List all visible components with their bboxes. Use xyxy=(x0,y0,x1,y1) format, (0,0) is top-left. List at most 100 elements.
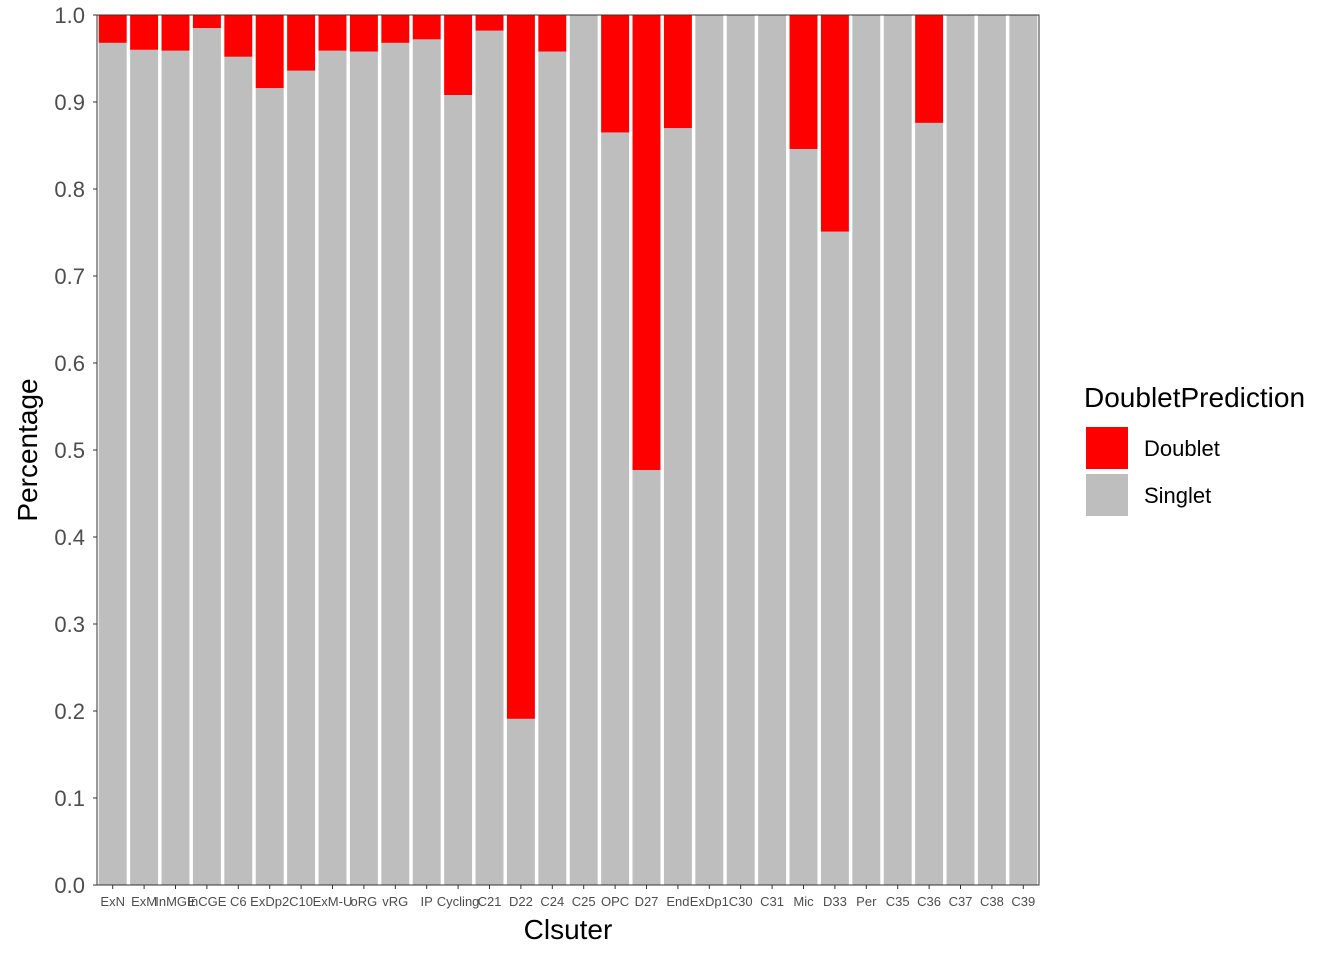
bar-singlet-C10 xyxy=(287,70,316,886)
y-tick-label: 0.7 xyxy=(54,264,85,289)
bar-singlet-ExM-U xyxy=(318,50,347,886)
bar-singlet-D22 xyxy=(506,718,535,885)
y-tick-label: 0.3 xyxy=(54,612,85,637)
x-tick-label: C39 xyxy=(1011,894,1035,909)
x-axis-title: Clsuter xyxy=(524,914,613,945)
x-tick-label: C37 xyxy=(949,894,973,909)
x-tick-label: C30 xyxy=(729,894,753,909)
bar-singlet-D27 xyxy=(632,470,661,885)
x-tick-label: C25 xyxy=(572,894,596,909)
bar-singlet-C24 xyxy=(538,51,567,886)
legend-key-doublet xyxy=(1086,427,1128,469)
bar-singlet-C39 xyxy=(1009,15,1038,885)
bar-doublet-Cycling xyxy=(444,15,473,96)
legend-entries: Doublet Singlet xyxy=(1086,427,1220,516)
x-tick-label: OPC xyxy=(601,894,629,909)
x-tick-label: vRG xyxy=(382,894,408,909)
x-tick-label: End xyxy=(666,894,689,909)
bar-doublet-End xyxy=(663,15,692,129)
legend-title: DoubletPrediction xyxy=(1084,382,1305,413)
bar-singlet-Cycling xyxy=(444,95,473,886)
bar-singlet-ExM xyxy=(130,49,159,886)
bar-singlet-D33 xyxy=(820,231,849,885)
bar-doublet-ExM-U xyxy=(318,15,347,51)
x-tick-label: C35 xyxy=(886,894,910,909)
y-tick-label: 0.2 xyxy=(54,699,85,724)
x-tick-label: Per xyxy=(856,894,877,909)
legend-key-singlet xyxy=(1086,474,1128,516)
bar-doublet-ExDp2 xyxy=(255,15,284,89)
bar-doublet-InCGE xyxy=(192,15,221,29)
y-axis: 0.0 0.1 0.2 0.3 0.4 0.5 0.6 0.7 0.8 0.9 1.0 xyxy=(54,3,97,898)
bar-doublet-C24 xyxy=(538,15,567,52)
x-tick-label: ExN xyxy=(100,894,125,909)
bar-singlet-C38 xyxy=(977,15,1006,885)
bar-doublet-vRG xyxy=(381,15,410,43)
bar-doublet-Mic xyxy=(789,15,818,149)
x-tick-label: C38 xyxy=(980,894,1004,909)
y-tick-label: 0.1 xyxy=(54,786,85,811)
y-axis-title: Percentage xyxy=(12,378,43,521)
bar-doublet-ExM xyxy=(130,15,159,50)
x-tick-label: ExDp1 xyxy=(690,894,729,909)
bar-singlet-C36 xyxy=(915,122,944,885)
x-tick-label: C36 xyxy=(917,894,941,909)
bar-doublet-InMGE xyxy=(161,15,190,51)
bar-singlet-Per xyxy=(852,15,881,885)
bar-doublet-C10 xyxy=(287,15,316,71)
x-tick-label: Cycling xyxy=(437,894,480,909)
x-tick-label: C24 xyxy=(540,894,564,909)
bar-doublet-C21 xyxy=(475,15,504,31)
y-tick-label: 0.4 xyxy=(54,525,85,550)
y-tick-label: 1.0 xyxy=(54,3,85,28)
x-tick-label: ExDp2 xyxy=(250,894,289,909)
bar-doublet-oRG xyxy=(349,15,378,52)
x-tick-label: D27 xyxy=(635,894,659,909)
x-tick-label: C6 xyxy=(230,894,247,909)
bar-singlet-C21 xyxy=(475,30,504,886)
legend: DoubletPrediction Doublet Singlet xyxy=(1084,382,1305,516)
bar-singlet-ExDp1 xyxy=(695,15,724,885)
bar-singlet-End xyxy=(663,128,692,886)
x-tick-label: C31 xyxy=(760,894,784,909)
bar-singlet-C25 xyxy=(569,15,598,885)
legend-label-singlet: Singlet xyxy=(1144,483,1211,508)
bar-singlet-C30 xyxy=(726,15,755,885)
bar-doublet-C36 xyxy=(915,15,944,123)
bar-singlet-IP xyxy=(412,39,441,886)
x-tick-label: D33 xyxy=(823,894,847,909)
x-tick-label: ExM-U xyxy=(313,894,353,909)
x-tick-label: IP xyxy=(421,894,433,909)
x-tick-label: C10 xyxy=(289,894,313,909)
y-tick-label: 0.0 xyxy=(54,873,85,898)
bar-singlet-Mic xyxy=(789,148,818,886)
y-tick-label: 0.8 xyxy=(54,177,85,202)
bar-singlet-oRG xyxy=(349,51,378,886)
bar-doublet-D27 xyxy=(632,15,661,471)
bar-singlet-vRG xyxy=(381,42,410,885)
y-tick-label: 0.6 xyxy=(54,351,85,376)
bar-singlet-InCGE xyxy=(192,28,221,886)
legend-label-doublet: Doublet xyxy=(1144,436,1220,461)
x-tick-label: InMGE xyxy=(155,894,196,909)
bar-singlet-OPC xyxy=(601,132,630,885)
bar-doublet-IP xyxy=(412,15,441,40)
bar-doublet-ExN xyxy=(98,15,127,43)
bar-singlet-C31 xyxy=(758,15,787,885)
bar-doublet-D33 xyxy=(820,15,849,232)
x-tick-label: Mic xyxy=(793,894,814,909)
x-tick-label: ExM xyxy=(131,894,157,909)
x-tick-label: C21 xyxy=(478,894,502,909)
bar-singlet-ExN xyxy=(98,42,127,885)
bar-singlet-ExDp2 xyxy=(255,88,284,885)
bar-doublet-OPC xyxy=(601,15,630,133)
bar-doublet-C6 xyxy=(224,15,253,57)
bars-group xyxy=(98,15,1038,886)
bar-doublet-D22 xyxy=(506,15,535,719)
y-tick-label: 0.9 xyxy=(54,90,85,115)
x-tick-label: D22 xyxy=(509,894,533,909)
bar-singlet-InMGE xyxy=(161,50,190,886)
bar-singlet-C37 xyxy=(946,15,975,885)
